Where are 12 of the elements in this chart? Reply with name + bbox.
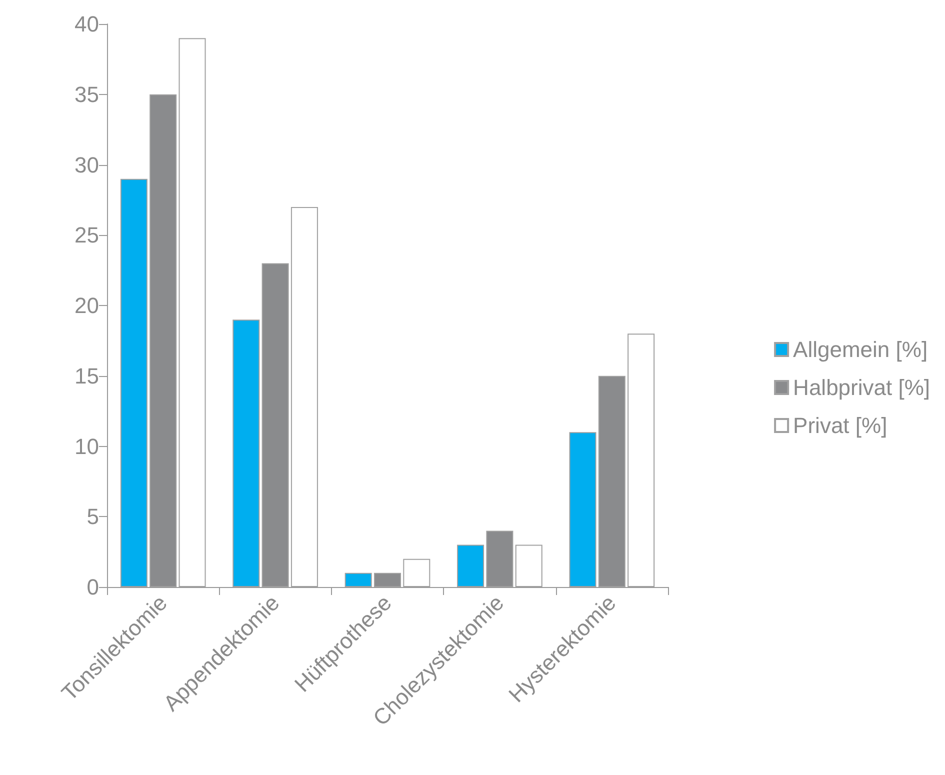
y-tick-label: 20 [74, 293, 99, 318]
y-tick-label: 40 [74, 12, 99, 36]
y-tick-label: 35 [74, 82, 99, 107]
y-tick-label: 10 [74, 434, 99, 459]
y-tick-label: 15 [74, 363, 99, 388]
y-tick-label: 30 [74, 152, 99, 178]
y-tick-label: 0 [86, 574, 99, 600]
legend-label: Allgemein [%] [793, 337, 928, 362]
legend-label: Privat [%] [793, 413, 888, 438]
y-tick-label: 5 [86, 504, 99, 530]
legend-label: Halbprivat [%] [793, 375, 930, 400]
y-tick-label: 25 [74, 222, 99, 248]
